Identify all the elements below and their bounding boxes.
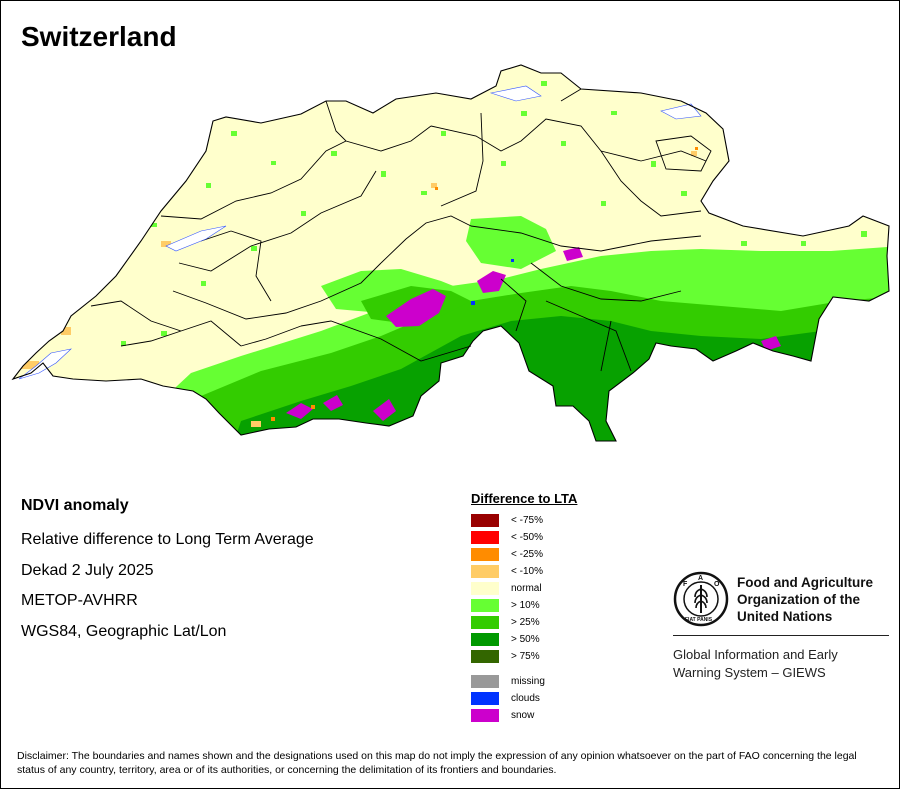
legend-swatch bbox=[471, 531, 499, 544]
legend-item: < -75% bbox=[471, 512, 577, 529]
map-title: Switzerland bbox=[21, 21, 177, 52]
legend-swatch bbox=[471, 675, 499, 688]
legend-item: < -50% bbox=[471, 529, 577, 546]
legend-items: < -75% < -50% < -25% < -10% normal > 10% > 25%… bbox=[471, 512, 577, 665]
legend-swatch bbox=[471, 633, 499, 646]
legend-label: snow bbox=[511, 710, 535, 721]
legend-swatch bbox=[471, 616, 499, 629]
legend-title: Difference to LTA bbox=[471, 491, 578, 506]
legend-swatch bbox=[471, 692, 499, 705]
legend-label: normal bbox=[511, 583, 542, 594]
info-line: WGS84, Geographic Lat/Lon bbox=[21, 622, 227, 640]
fao-block: F A O FIAT PANIS Food and Agriculture Or… bbox=[673, 571, 889, 682]
legend-label: < -75% bbox=[511, 515, 543, 526]
legend-label: > 75% bbox=[511, 651, 540, 662]
legend-label: < -50% bbox=[511, 532, 543, 543]
legend: Difference to LTA < -75% < -50% < -25% < -1… bbox=[471, 491, 577, 724]
legend-label: > 50% bbox=[511, 634, 540, 645]
ndvi-map bbox=[12, 64, 890, 442]
info-heading: NDVI anomaly bbox=[21, 497, 129, 514]
legend-item: snow bbox=[471, 707, 577, 724]
legend-extra: missing clouds snow bbox=[471, 673, 577, 724]
legend-label: > 10% bbox=[511, 600, 540, 611]
legend-swatch bbox=[471, 565, 499, 578]
legend-item: > 75% bbox=[471, 648, 577, 665]
legend-label: > 25% bbox=[511, 617, 540, 628]
legend-item: > 10% bbox=[471, 597, 577, 614]
giews-line: Warning System – GIEWS bbox=[673, 665, 826, 680]
fao-logo-icon: F A O FIAT PANIS bbox=[673, 571, 729, 627]
legend-item: > 25% bbox=[471, 614, 577, 631]
fao-org-line: Food and Agriculture bbox=[737, 574, 873, 590]
legend-swatch bbox=[471, 599, 499, 612]
legend-label: clouds bbox=[511, 693, 540, 704]
fao-org-name: Food and Agriculture Organization of the… bbox=[737, 574, 873, 625]
legend-item: missing bbox=[471, 673, 577, 690]
fao-org-line: Organization of the bbox=[737, 591, 860, 607]
legend-swatch bbox=[471, 582, 499, 595]
info-line: Relative difference to Long Term Average bbox=[21, 531, 314, 548]
legend-item: < -10% bbox=[471, 563, 577, 580]
svg-text:O: O bbox=[714, 581, 720, 588]
fao-divider bbox=[673, 635, 889, 636]
map-info: NDVI anomaly Relative difference to Long… bbox=[21, 497, 314, 647]
legend-item: > 50% bbox=[471, 631, 577, 648]
legend-swatch bbox=[471, 650, 499, 663]
legend-label: < -25% bbox=[511, 549, 543, 560]
legend-item: < -25% bbox=[471, 546, 577, 563]
legend-swatch bbox=[471, 548, 499, 561]
info-line: METOP-AVHRR bbox=[21, 592, 138, 609]
info-line: Dekad 2 July 2025 bbox=[21, 561, 154, 579]
legend-swatch bbox=[471, 709, 499, 722]
svg-text:FIAT PANIS: FIAT PANIS bbox=[685, 617, 713, 623]
svg-text:F: F bbox=[683, 581, 688, 588]
disclaimer: Disclaimer: The boundaries and names sho… bbox=[17, 750, 857, 776]
legend-item: normal bbox=[471, 580, 577, 597]
fao-org-line: United Nations bbox=[737, 608, 833, 624]
giews-line: Global Information and Early bbox=[673, 647, 838, 662]
legend-item: clouds bbox=[471, 690, 577, 707]
giews-name: Global Information and Early Warning Sys… bbox=[673, 646, 889, 682]
svg-text:A: A bbox=[698, 575, 703, 582]
legend-label: < -10% bbox=[511, 566, 543, 577]
legend-label: missing bbox=[511, 676, 545, 687]
legend-swatch bbox=[471, 514, 499, 527]
